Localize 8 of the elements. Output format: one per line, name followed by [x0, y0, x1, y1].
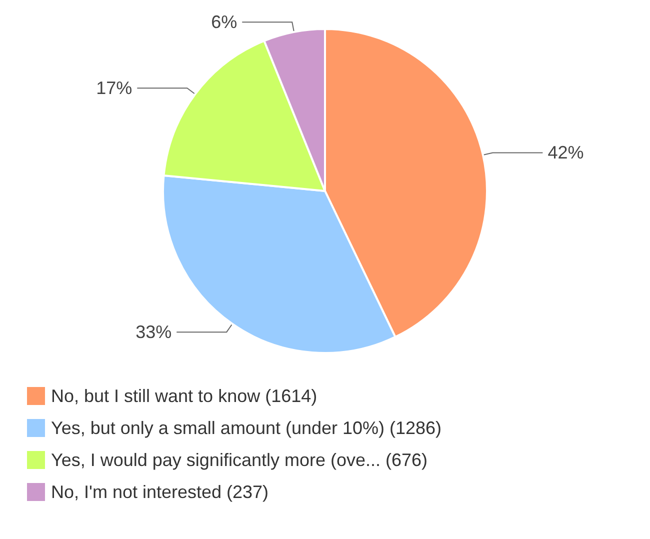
data-label: 6% [211, 12, 238, 32]
data-label: 17% [96, 78, 132, 98]
legend-label: No, but I still want to know (1614) [51, 386, 318, 406]
legend-label: Yes, I would pay significantly more (ove... (676) [51, 450, 428, 470]
legend-label: Yes, but only a small amount (under 10%) (1286) [51, 418, 442, 438]
data-label: 33% [136, 322, 172, 342]
legend-label: No, I'm not interested (237) [51, 482, 269, 502]
data-label: 42% [548, 142, 584, 163]
